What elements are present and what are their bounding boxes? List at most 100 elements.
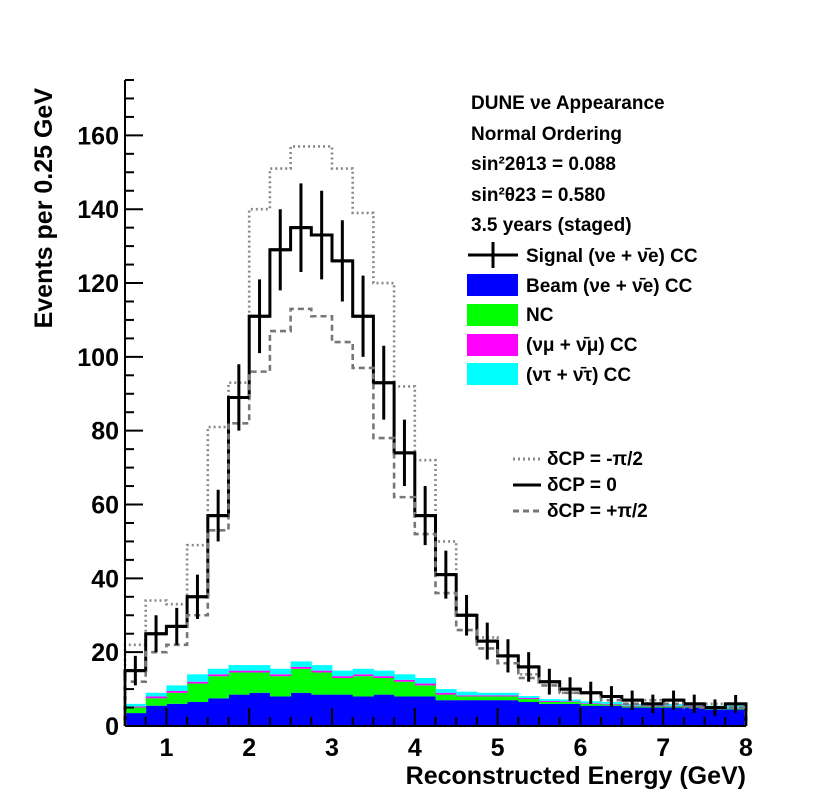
stack-bar-series3-bin14 [414,678,436,684]
signal-point-bin2 [166,607,188,645]
stack-bar-series3-bin15 [435,689,457,693]
signal-point-bin28 [704,699,726,716]
signal-point-bin24 [621,690,643,710]
stack-bar-series2-bin7 [269,674,292,677]
y-tick-label: 60 [91,492,119,520]
signal-point-bin6 [249,279,270,354]
legend-nutau-swatch [467,363,518,385]
stack-bar-series0-bin23 [601,705,623,726]
signal-point-bin11 [352,275,374,357]
stack-bar-series0-bin6 [249,692,271,726]
x-tick-label: 8 [739,734,753,762]
stack-bar-series2-bin5 [228,670,250,673]
stack-bar-series3-bin4 [207,668,229,675]
stack-bar-series0-bin4 [207,698,229,726]
stack-bar-series2-bin1 [145,696,167,699]
x-tick-label: 7 [656,734,670,762]
y-tick-label: 160 [77,122,119,150]
stack-bar-series1-bin8 [290,668,312,693]
stack-bar-series0-bin19 [518,702,540,726]
stack-bar-series0-bin22 [580,705,602,726]
stack-bar-series1-bin7 [269,676,292,697]
legend-nutau-label: (ντ + ν̄τ) CC [526,365,631,386]
legend-nc-swatch [467,304,518,326]
y-tick-label: 140 [77,196,119,224]
stack-bar-series0-bin3 [187,702,209,726]
signal-point-bin7 [269,209,291,291]
annotation-theta13: sin²2θ13 = 0.088 [471,154,616,175]
signal-point-bin10 [332,220,353,302]
stack-bar-series1-bin16 [456,696,478,701]
signal-point-bin16 [456,594,477,636]
stack-bar-series0-bin0 [125,713,147,726]
stack-bar-series0-bin12 [373,694,395,726]
signal-point-bin19 [518,652,539,682]
y-axis-title: Events per 0.25 GeV [30,88,58,329]
stack-bar-series3-bin3 [187,674,209,682]
signal-point-bin8 [290,183,312,272]
legend-beam-label: Beam (νe + ν̄e) CC [526,276,693,297]
stack-bar-series2-bin6 [249,670,271,673]
stack-bar-series0-bin25 [642,707,664,726]
stack-bar-series2-bin9 [311,670,333,673]
x-axis-title: Reconstructed Energy (GeV) [406,762,746,790]
stack-bar-series2-bin14 [414,683,436,686]
stack-bar-series1-bin0 [125,707,147,714]
stack-bar-series2-bin20 [539,700,561,703]
x-tick-label: 1 [159,734,173,762]
signal-point-bin18 [497,639,519,673]
stack-bar-series0-bin2 [166,703,188,726]
legend-dcp-plus-label: δCP = +π/2 [547,501,648,522]
legend-nutau: (ντ + ν̄τ) CC [467,363,631,386]
stack-bar-series2-bin19 [518,697,540,700]
stack-bar-series2-bin18 [497,695,519,697]
stack-bar-series3-bin18 [497,692,519,696]
signal-point-bin5 [228,364,250,431]
annotation-exposure: 3.5 years (staged) [471,215,632,236]
legend-signal: Signal (νe + ν̄e) CC [468,242,698,268]
stack-bar-series0-bin20 [539,703,561,726]
signal-point-bin21 [559,677,581,701]
stack-bar-series1-bin20 [539,702,561,704]
stack-bar-series3-bin10 [332,670,354,677]
stack-bar-series1-bin1 [145,698,167,706]
legend-beam-swatch [467,274,518,296]
stack-bar-series0-bin18 [497,700,519,726]
stack-bar-series1-bin9 [311,672,333,695]
stack-bar-series3-bin16 [456,691,478,696]
stack-bar-series2-bin16 [456,695,478,697]
signal-point-bin4 [207,489,229,542]
stack-bar-series2-bin17 [476,695,499,697]
stack-bar-series2-bin13 [394,679,416,682]
signal-point-bin29 [725,694,746,713]
step-line-solid [123,226,748,726]
delta-cp-curves [123,145,748,726]
stack-bar-series2-bin8 [290,666,312,669]
signal-point-bin15 [435,550,457,599]
stack-bar-series0-bin15 [435,700,457,726]
stack-bar-series1-bin15 [435,694,457,701]
stack-bar-series1-bin6 [249,672,271,693]
stack-bar-series1-bin13 [394,681,416,697]
stack-bar-series0-bin13 [394,696,416,726]
y-tick-label: 100 [77,344,119,372]
signal-point-bin3 [187,574,208,619]
stack-bar-series1-bin21 [559,702,581,704]
signal-point-bin27 [683,694,705,714]
y-tick-label: 20 [91,639,119,667]
stack-bar-series3-bin13 [394,674,416,680]
stack-bar-series3-bin9 [311,665,333,671]
stack-bar-series2-bin0 [125,706,147,708]
stack-bar-series0-bin24 [621,707,643,726]
stack-bar-series0-bin1 [145,705,167,726]
stack-bar-series0-bin17 [476,700,499,726]
stack-bar-series0-bin16 [456,700,478,726]
physics-annotation: DUNE νe Appearance Normal Ordering sin²2… [471,93,665,236]
legend-numu-label: (νμ + ν̄μ) CC [526,335,638,356]
stack-bar-series0-bin29 [725,709,747,726]
stack-bar-series1-bin14 [414,685,436,697]
stack-bar-series0-bin11 [352,696,374,726]
stack-bar-series3-bin7 [269,668,292,675]
x-tick-label: 5 [491,734,505,762]
